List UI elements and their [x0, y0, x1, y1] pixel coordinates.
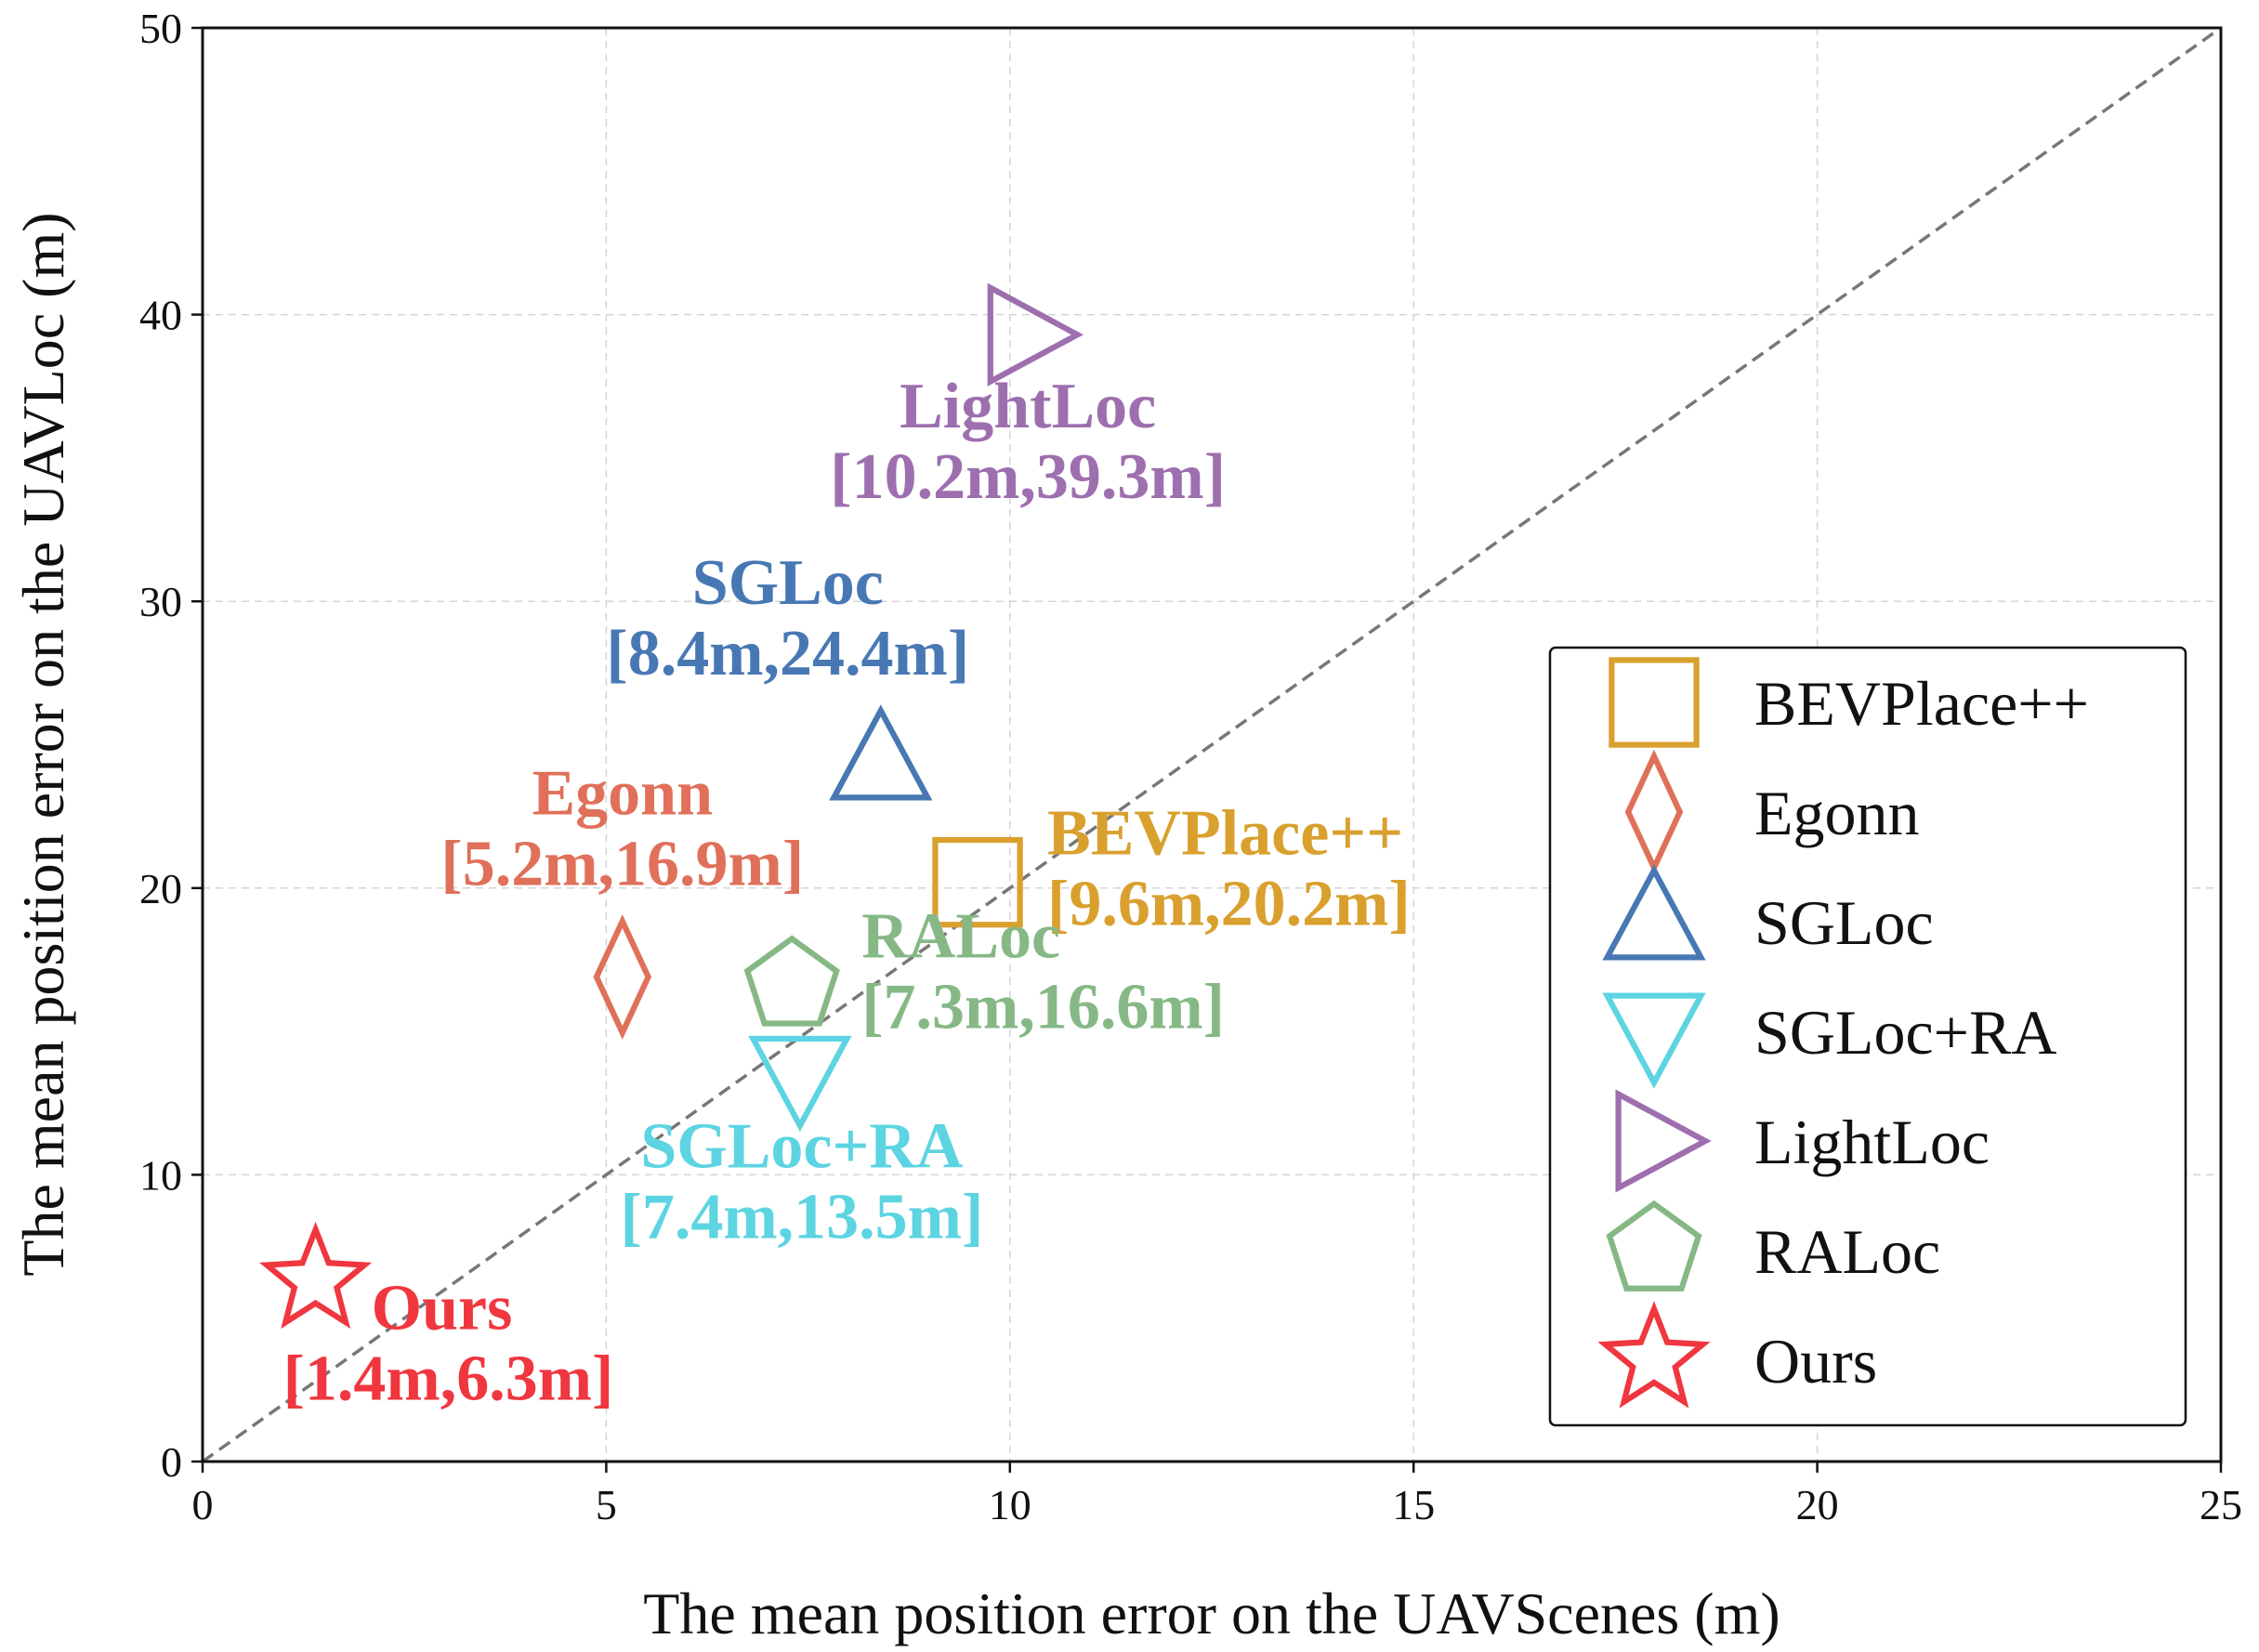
- legend-marker-bevplace: [1609, 657, 1700, 748]
- data-label-lightloc-value: [10.2m,39.3m]: [830, 441, 1226, 513]
- marker-ours: [258, 1221, 373, 1330]
- marker-sgloc: [829, 704, 933, 801]
- marker-lightloc: [987, 282, 1084, 387]
- data-label-sgloc-value: [8.4m,24.4m]: [606, 618, 969, 689]
- y-tick-label: 40: [139, 292, 182, 339]
- y-axis-label: The mean position error on the UAVLoc (m…: [10, 212, 76, 1276]
- data-label-lightloc-name: LightLoc: [900, 371, 1156, 442]
- x-tick-label: 10: [989, 1481, 1031, 1528]
- y-tick-label: 30: [139, 578, 182, 625]
- marker-raloc: [743, 935, 840, 1027]
- legend-label-egonn: Egonn: [1754, 778, 1920, 848]
- y-tick-label: 50: [139, 5, 182, 52]
- marker-sgloc-ra: [748, 1035, 852, 1133]
- legend-label-sgloc: SGLoc: [1754, 887, 1934, 958]
- data-labels: BEVPlace++[9.6m,20.2m] Egonn[5.2m,16.9m] S…: [283, 371, 1411, 1414]
- x-tick-label: 15: [1392, 1481, 1435, 1528]
- legend-marker-ours: [1597, 1301, 1711, 1409]
- data-label-raloc-value: [7.3m,16.6m]: [861, 972, 1225, 1043]
- legend-label-raloc: RALoc: [1754, 1216, 1940, 1287]
- legend-marker-sgloc-ra: [1602, 992, 1706, 1089]
- legend: BEVPlace++ Egonn SGLoc SGLoc+RA LightLoc RALo…: [1548, 646, 2187, 1427]
- data-label-sgloc-ra-value: [7.4m,13.5m]: [621, 1181, 984, 1252]
- data-label-ours-value: [1.4m,6.3m]: [283, 1344, 614, 1415]
- marker-bevplace: [932, 836, 1023, 928]
- legend-frame: [1548, 646, 2187, 1427]
- data-label-sgloc-name: SGLoc: [692, 547, 884, 619]
- x-tick-label: 25: [2200, 1481, 2242, 1528]
- marker-egonn: [593, 914, 652, 1040]
- x-tick-label: 0: [192, 1481, 214, 1528]
- legend-marker-raloc: [1606, 1200, 1702, 1291]
- x-axis-label: The mean position error on the UAVScenes…: [643, 1580, 1780, 1646]
- data-label-bevplace-name: BEVPlace++: [1047, 798, 1403, 870]
- data-markers: [258, 282, 1084, 1330]
- y-tick-label: 10: [139, 1151, 182, 1199]
- axis-ticks: 0 5 10 15 20 25 0 10 20 30 40 50: [139, 5, 2242, 1528]
- data-label-raloc-name: RALoc: [861, 901, 1060, 973]
- legend-label-sgloc-ra: SGLoc+RA: [1754, 997, 2056, 1068]
- legend-marker-sgloc: [1602, 864, 1706, 961]
- data-label-egonn-name: Egonn: [532, 757, 713, 829]
- legend-label-lightloc: LightLoc: [1754, 1107, 1990, 1177]
- data-label-egonn-value: [5.2m,16.9m]: [440, 828, 804, 899]
- plot-frame: [201, 26, 2223, 1463]
- diagonal-reference: [201, 26, 2223, 1463]
- x-tick-label: 5: [596, 1481, 617, 1528]
- y-tick-label: 20: [139, 865, 182, 912]
- data-label-bevplace-value: [9.6m,20.2m]: [1047, 869, 1411, 940]
- diagonal-line: [201, 26, 2223, 1463]
- data-label-ours-name: Ours: [372, 1273, 513, 1344]
- legend-label-ours: Ours: [1754, 1326, 1877, 1396]
- y-tick-label: 0: [161, 1438, 182, 1486]
- data-label-sgloc-ra-name: SGLoc+RA: [640, 1110, 964, 1182]
- legend-label-bevplace: BEVPlace++: [1754, 668, 2089, 739]
- x-tick-label: 20: [1796, 1481, 1839, 1528]
- legend-marker-lightloc: [1615, 1089, 1712, 1193]
